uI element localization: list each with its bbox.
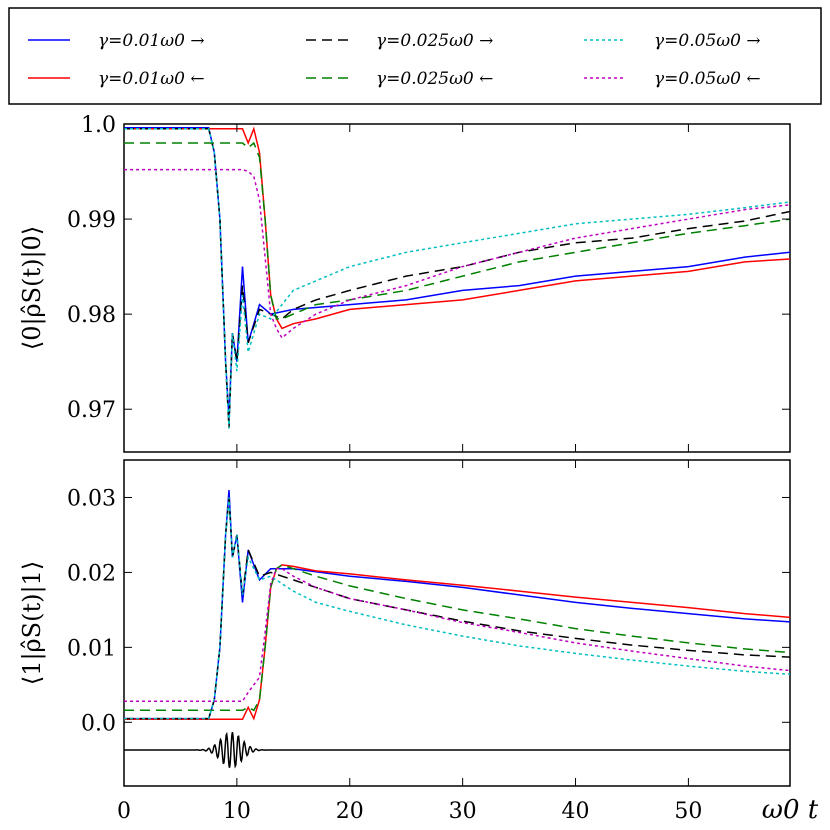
bottom-series-group <box>124 489 791 721</box>
top-series-line-3 <box>124 141 791 320</box>
x-tick-label-5: 50 <box>674 799 702 824</box>
bottom-y-axis-label: ⟨1|ρ̂S(t)|1⟩ <box>18 561 47 685</box>
top-y-tick-label-2: 0.99 <box>67 208 116 233</box>
bottom-x-ticks: 0 10 20 30 40 50 <box>117 460 702 824</box>
legend-label-5: γ=0.05ω0 ← <box>654 69 761 89</box>
legend-label-3: γ=0.025ω0 ← <box>376 69 493 89</box>
x-tick-label-0: 0 <box>117 799 131 824</box>
bottom-panel: 0.0 0.01 0.02 0.03 0 10 20 30 40 50 ⟨1|ρ̂S(t)|1⟩… <box>18 459 819 825</box>
legend: γ=0.01ω0 → γ=0.01ω0 ← γ=0.025ω0 → γ=0.025ω0… <box>8 7 822 105</box>
top-series-group <box>124 126 791 429</box>
top-series-line-0 <box>124 127 791 419</box>
bottom-series-line-5 <box>124 567 791 703</box>
x-axis-label: ω0 t <box>762 795 819 825</box>
bottom-y-tick-label-3: 0.03 <box>67 486 116 511</box>
top-y-tick-label-1: 0.98 <box>67 303 116 328</box>
top-panel: 0.97 0.98 0.99 1.0 ⟨0|ρ̂S(t)|0⟩ <box>18 113 791 453</box>
legend-label-4: γ=0.05ω0 → <box>654 31 761 51</box>
top-series-line-4 <box>124 128 791 429</box>
bottom-series-line-0 <box>124 489 791 720</box>
top-y-axis-label: ⟨0|ρ̂S(t)|0⟩ <box>18 226 47 350</box>
legend-entries: γ=0.01ω0 → γ=0.01ω0 ← γ=0.025ω0 → γ=0.025ω0… <box>28 31 761 89</box>
top-plot-frame <box>123 123 791 453</box>
bottom-y-tick-label-2: 0.02 <box>67 561 116 586</box>
x-tick-label-3: 30 <box>449 799 477 824</box>
top-y-tick-label-3: 1.0 <box>81 113 116 138</box>
legend-label-1: γ=0.01ω0 ← <box>98 69 205 89</box>
x-tick-label-4: 40 <box>562 799 590 824</box>
top-series-line-2 <box>124 128 791 429</box>
laser-pulse-trace <box>124 731 790 769</box>
top-y-tick-label-0: 0.97 <box>67 398 116 423</box>
bottom-y-tick-label-0: 0.0 <box>81 711 116 736</box>
top-series-line-5 <box>124 168 791 340</box>
top-y-ticks: 0.97 0.98 0.99 1.0 <box>67 113 790 452</box>
x-tick-label-2: 20 <box>336 799 364 824</box>
bottom-y-tick-label-1: 0.01 <box>67 636 116 661</box>
bottom-plot-frame <box>123 459 791 787</box>
legend-label-0: γ=0.01ω0 → <box>98 31 205 51</box>
bottom-series-line-1 <box>124 564 791 721</box>
bottom-y-ticks: 0.0 0.01 0.02 0.03 <box>67 486 790 736</box>
bottom-series-line-3 <box>124 564 791 712</box>
legend-label-2: γ=0.025ω0 → <box>376 31 493 51</box>
x-tick-label-1: 10 <box>223 799 251 824</box>
legend-frame <box>8 7 822 105</box>
